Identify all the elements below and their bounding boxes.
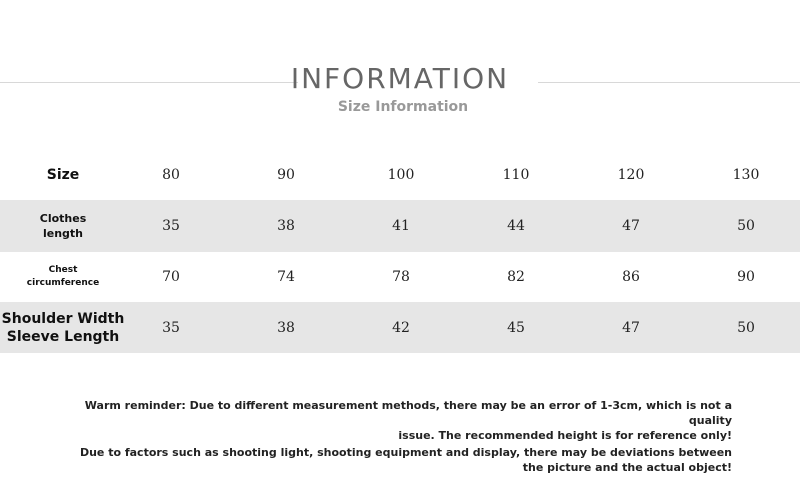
- table-cell: 100: [387, 167, 415, 183]
- table-cell: 82: [507, 269, 525, 285]
- table-cell: 38: [277, 218, 295, 234]
- table-cell: 44: [507, 218, 525, 234]
- table-cell: 74: [277, 269, 295, 285]
- table-row: Size 80 90 100 110 120 130: [0, 150, 800, 200]
- divider: [0, 82, 298, 83]
- table-cell: 80: [162, 167, 180, 183]
- row-label: Clothes length: [0, 200, 126, 252]
- note-line: issue. The recommended height is for ref…: [398, 429, 732, 442]
- note-line: Warm reminder: Due to different measurem…: [84, 399, 732, 427]
- table-row: Chest circumference 70 74 78 82 86 90: [0, 252, 800, 302]
- row-label-line: Shoulder Width: [1, 310, 125, 327]
- table-cell: 90: [737, 269, 755, 285]
- subtitle: Size Information: [337, 99, 469, 115]
- table-cell: 35: [162, 319, 180, 336]
- table-cell: 130: [732, 167, 760, 183]
- note-paragraph: Warm reminder: Due to different measurem…: [40, 398, 732, 443]
- notes: Warm reminder: Due to different measurem…: [40, 398, 732, 477]
- table-cell: 120: [617, 167, 645, 183]
- table-cell: 70: [162, 269, 180, 285]
- row-label-line: Sleeve Length: [6, 328, 120, 345]
- table-cell: 45: [507, 319, 525, 336]
- table-cell: 42: [392, 319, 410, 336]
- row-label-line: Size: [46, 167, 80, 183]
- table-cell: 78: [392, 269, 410, 285]
- table-row: Clothes length 35 38 41 44 47 50: [0, 200, 800, 252]
- table-cell: 38: [277, 319, 295, 336]
- note-line: the picture and the actual object!: [522, 461, 732, 474]
- divider: [538, 82, 800, 83]
- row-label-line: Chest: [48, 265, 78, 275]
- table-cell: 50: [737, 319, 755, 336]
- table-cell: 35: [162, 218, 180, 234]
- table-cell: 86: [622, 269, 640, 285]
- row-label-line: Clothes: [39, 212, 87, 225]
- row-label: Chest circumference: [0, 252, 126, 302]
- note-line: Due to factors such as shooting light, s…: [79, 446, 732, 459]
- row-label: Size: [0, 150, 126, 200]
- title: INFORMATION: [290, 62, 510, 95]
- table-row: Shoulder Width Sleeve Length 35 38 42 45 47 50: [0, 302, 800, 353]
- row-label: Shoulder Width Sleeve Length: [0, 302, 126, 353]
- note-paragraph: Due to factors such as shooting light, s…: [40, 445, 732, 475]
- table-cell: 47: [622, 218, 640, 234]
- row-label-line: length: [42, 227, 84, 240]
- table-cell: 41: [392, 218, 410, 234]
- table-cell: 50: [737, 218, 755, 234]
- table-cell: 90: [277, 167, 295, 183]
- row-label-line: circumference: [26, 278, 100, 288]
- table-cell: 47: [622, 319, 640, 336]
- table-cell: 110: [502, 167, 530, 183]
